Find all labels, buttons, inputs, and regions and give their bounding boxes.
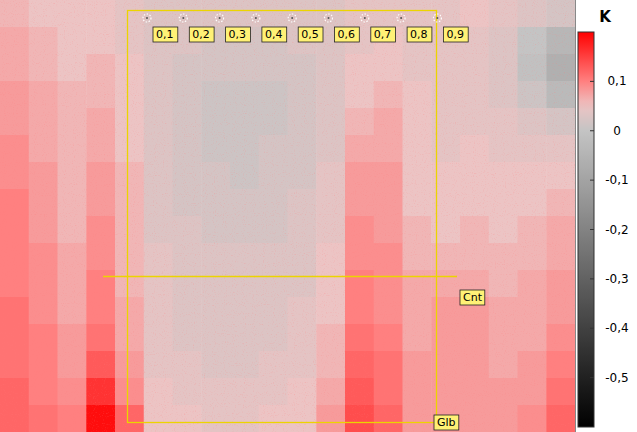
annotation-label: 0,2 [192, 28, 210, 41]
annotation-label: 0,8 [410, 28, 428, 41]
colorbar-tick-label: -0,1 [605, 173, 628, 187]
colorbar-tick [590, 328, 594, 329]
figure: 0,1 0,2 0,3 0,4 0,5 0,6 0,7 0,8 0,9 Cnt Glb K 0,1 0 -0… [0, 0, 637, 432]
label-box [298, 27, 323, 42]
label-box [460, 290, 485, 305]
label-box [371, 27, 396, 42]
label-box [226, 27, 251, 42]
label-box [434, 415, 459, 430]
colorbar-tick [590, 180, 594, 181]
annotation-label: 0,9 [446, 28, 464, 41]
label-box [335, 27, 360, 42]
marker [433, 14, 441, 22]
colorbar-tick-label: -0,4 [605, 321, 628, 335]
annotation-label: 0,6 [338, 28, 356, 41]
colorbar-tick-label: 0 [613, 124, 621, 138]
colorbar-tick-label: -0,2 [605, 223, 628, 237]
marker [216, 14, 224, 22]
colorbar-label: K [599, 8, 612, 26]
marker [361, 14, 369, 22]
colorbar-tick [590, 278, 594, 279]
colorbar-tick-label: 0,1 [607, 74, 626, 88]
annotation-label: 0,7 [374, 28, 392, 41]
colorbar-tick-label: -0,5 [605, 371, 628, 385]
region-frame [128, 11, 437, 423]
colorbar-panel [575, 0, 637, 432]
panel-border [575, 0, 576, 432]
label-box [443, 27, 468, 42]
annotation-label: Cnt [463, 291, 483, 304]
annotation-label: 0,4 [265, 28, 283, 41]
marker [397, 14, 405, 22]
label-box [262, 27, 287, 42]
label-box [189, 27, 214, 42]
marker [143, 14, 151, 22]
label-box [153, 27, 178, 42]
colorbar-tick [590, 377, 594, 378]
colorbar-tick [590, 130, 594, 131]
marker [288, 14, 296, 22]
marker [325, 14, 333, 22]
label-box [407, 27, 432, 42]
colorbar-tick-label: -0,3 [605, 272, 628, 286]
section-line [103, 276, 457, 277]
annotation-label: 0,1 [156, 28, 174, 41]
annotation-label: 0,5 [301, 28, 319, 41]
colorbar-tick [590, 229, 594, 230]
heatmap [0, 0, 575, 432]
colorbar-tick [590, 81, 594, 82]
annotation-label: 0,3 [229, 28, 247, 41]
annotation-label: Glb [437, 416, 456, 429]
marker [252, 14, 260, 22]
marker [179, 14, 187, 22]
texture [0, 0, 575, 432]
colorbar [578, 32, 594, 427]
